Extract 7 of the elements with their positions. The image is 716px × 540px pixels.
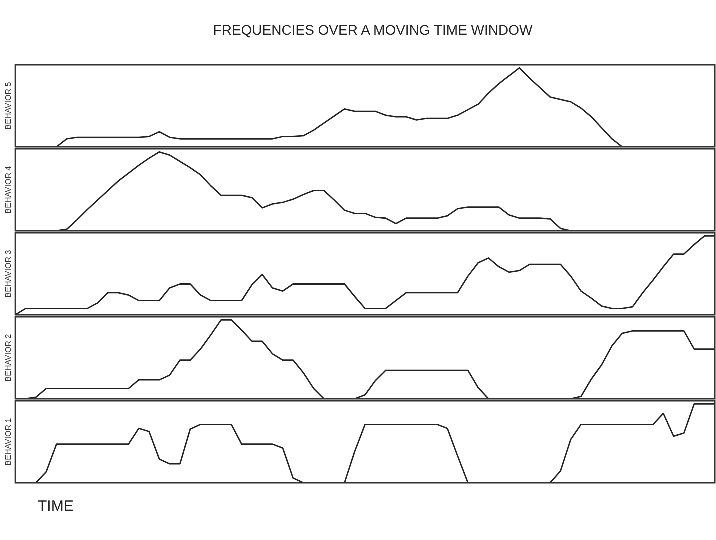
y-axis-title: BEHAVIOR 3 (4, 250, 14, 298)
chart-title: FREQUENCIES OVER A MOVING TIME WINDOW (212, 21, 534, 40)
x-axis-title: TIME (37, 497, 75, 515)
y-axis-title: BEHAVIOR 4 (4, 166, 14, 214)
y-axis-title: BEHAVIOR 1 (4, 418, 14, 466)
y-axis-title: BEHAVIOR 5 (4, 82, 14, 130)
y-axis-title: BEHAVIOR 2 (4, 334, 14, 382)
